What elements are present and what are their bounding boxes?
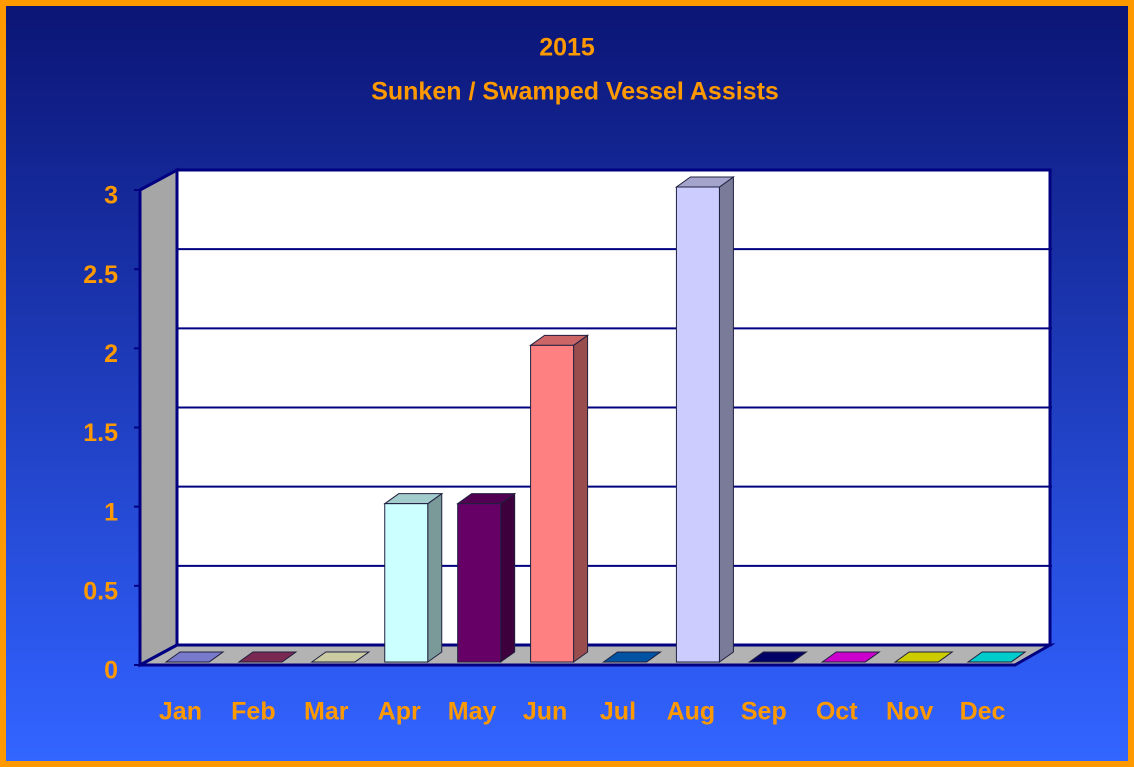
y-tick-label: 2.5 <box>83 261 118 289</box>
x-tick-label: Feb <box>231 698 275 726</box>
x-tick-label: Jun <box>523 698 567 726</box>
x-tick-label: Apr <box>378 698 421 726</box>
bar-top <box>966 651 1027 663</box>
bar <box>530 344 575 663</box>
bar <box>384 503 429 663</box>
x-tick-label: Mar <box>304 698 349 726</box>
x-tick-label: Aug <box>667 698 716 726</box>
x-tick-label: Dec <box>960 698 1006 726</box>
x-tick-label: Oct <box>816 698 858 726</box>
bar-side <box>427 492 443 663</box>
bar-top <box>601 651 663 663</box>
bar-top <box>820 651 881 663</box>
x-tick-label: Jan <box>159 698 202 726</box>
x-tick-label: Sep <box>741 698 787 726</box>
floor <box>139 643 1056 667</box>
bar-side <box>500 492 516 663</box>
bar <box>675 186 720 663</box>
x-tick-label: May <box>448 698 497 726</box>
y-tick-label: 3 <box>104 182 118 210</box>
chart-title: 2015 <box>539 34 595 62</box>
y-tick-label: 1.5 <box>83 419 118 447</box>
side-wall <box>138 167 179 668</box>
bar-top <box>164 651 225 663</box>
bar <box>457 503 502 663</box>
bar-top <box>893 651 954 663</box>
chart-subtitle: Sunken / Swamped Vessel Assists <box>371 78 779 106</box>
bar-top <box>747 651 808 663</box>
bar-top <box>237 651 298 663</box>
chart: 2015 Sunken / Swamped Vessel Assists 0 0.… <box>83 34 1056 726</box>
y-tick-label: 0.5 <box>83 577 118 605</box>
bar-side <box>718 176 734 663</box>
x-tick-label: Jul <box>600 698 636 726</box>
x-tick-label: Nov <box>886 698 933 726</box>
y-tick-label: 1 <box>104 498 118 526</box>
y-tick-label: 2 <box>104 340 118 368</box>
bar-side <box>573 334 589 663</box>
bar-top <box>310 651 371 663</box>
plot: 0 0.5 1 1.5 2 2.5 3 Jan Feb Mar Apr May Jun Jul Aug Sep… <box>83 176 1052 726</box>
y-tick-label: 0 <box>104 657 118 685</box>
